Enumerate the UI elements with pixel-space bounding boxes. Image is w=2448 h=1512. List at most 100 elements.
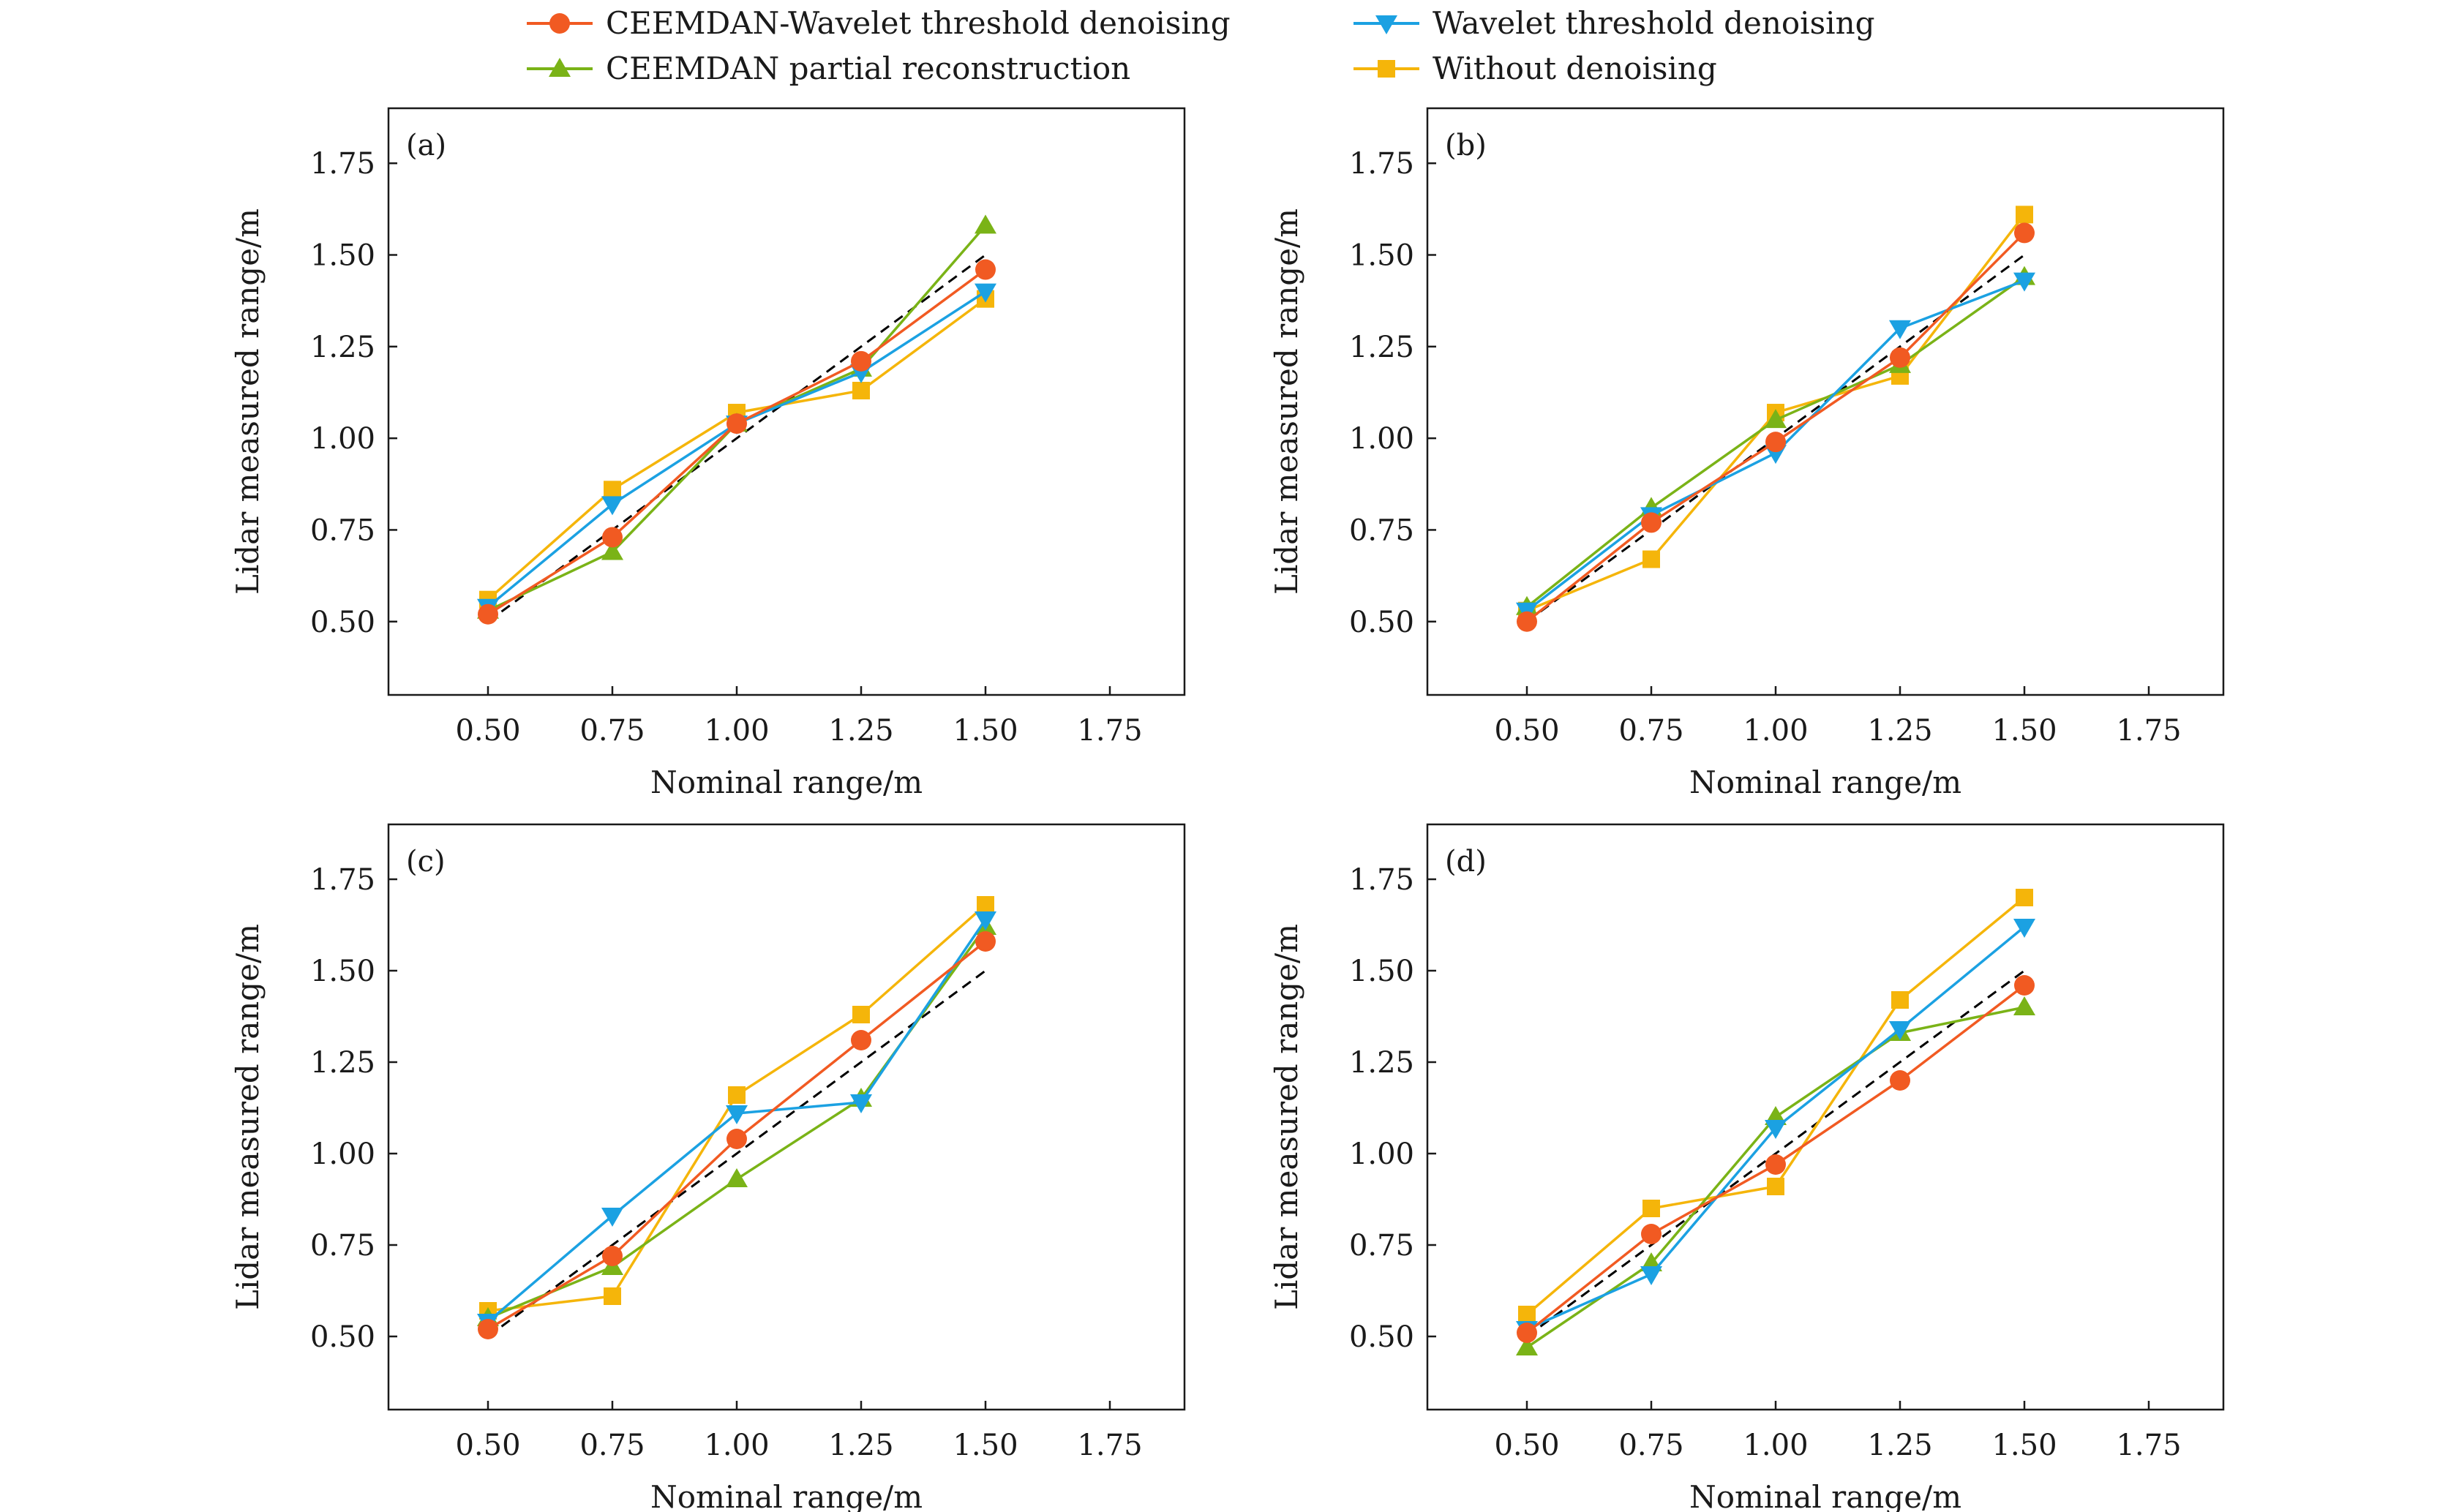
plot-frame <box>1426 107 2225 696</box>
x-tick-label: 0.50 <box>455 714 520 748</box>
data-point <box>1765 432 1786 453</box>
legend-marker-square <box>1378 60 1395 78</box>
series-ceemdan-partial-reconstruction <box>1516 996 2035 1355</box>
y-tick-label: 0.75 <box>1349 1229 1414 1263</box>
y-axis-label: Lidar measured range/m <box>230 924 266 1310</box>
legend-marker-triangle-up <box>549 58 571 77</box>
data-point <box>975 931 996 952</box>
y-tick-label: 0.50 <box>1349 606 1414 639</box>
y-tick-label: 1.75 <box>310 863 375 897</box>
x-tick-label: 1.00 <box>1743 714 1808 748</box>
legend-item-ceemdan-wavelet-threshold-denoising: CEEMDAN-Wavelet threshold denoising <box>527 5 1231 41</box>
data-point <box>1765 1120 1787 1139</box>
x-axis: 0.50 0.75 1.00 1.25 1.50 1.75 <box>455 686 1143 748</box>
plot-frame <box>387 823 1186 1411</box>
y-tick-label: 0.75 <box>310 1229 375 1263</box>
y-axis-label: Lidar measured range/m <box>1269 924 1304 1310</box>
data-point <box>1641 1224 1662 1244</box>
y-tick-label: 1.00 <box>1349 422 1414 456</box>
y-tick-label: 0.75 <box>1349 514 1414 547</box>
legend-label: Without denoising <box>1433 50 1717 86</box>
data-point <box>2016 889 2033 906</box>
data-point <box>1518 1306 1536 1323</box>
y-tick-label: 1.25 <box>1349 331 1414 364</box>
series-without-denoising <box>479 290 994 609</box>
data-point <box>1889 1021 1911 1040</box>
legend-item-ceemdan-partial-reconstruction: CEEMDAN partial reconstruction <box>527 50 1130 86</box>
y-tick-label: 0.50 <box>310 1320 375 1354</box>
data-point <box>2014 975 2035 996</box>
data-point <box>2013 919 2035 938</box>
data-point <box>2013 272 2035 292</box>
panel-label: (b) <box>1445 129 1487 162</box>
legend-item-wavelet-threshold-denoising: Wavelet threshold denoising <box>1353 5 1875 41</box>
series-ceemdan-wavelet-threshold-denoising <box>1517 222 2035 632</box>
x-tick-label: 1.25 <box>1867 1429 1932 1462</box>
data-point <box>602 1246 623 1266</box>
y-tick-label: 1.00 <box>310 422 375 456</box>
x-axis: 0.50 0.75 1.00 1.25 1.50 1.75 <box>455 1401 1143 1462</box>
x-tick-label: 1.75 <box>2116 714 2181 748</box>
data-point <box>726 413 747 435</box>
x-tick-label: 1.25 <box>828 1429 893 1462</box>
x-axis-label: Nominal range/m <box>1689 764 1961 800</box>
x-tick-label: 1.75 <box>1077 714 1142 748</box>
data-point <box>1890 347 1910 368</box>
x-tick-label: 1.75 <box>1077 1429 1142 1462</box>
y-tick-label: 0.50 <box>1349 1320 1414 1354</box>
y-tick-label: 1.25 <box>310 331 375 364</box>
panel-d: 0.50 0.75 1.00 1.25 1.50 1.75 0.50 0.75 1.00 1.25… <box>1269 823 2225 1512</box>
data-point <box>975 259 996 280</box>
data-point <box>977 896 994 914</box>
data-point <box>851 1030 871 1050</box>
data-point <box>601 541 623 560</box>
data-point <box>726 1168 748 1187</box>
data-point <box>975 214 996 234</box>
reference-line <box>487 969 986 1338</box>
data-point <box>850 1094 872 1113</box>
data-point <box>1890 1070 1910 1091</box>
x-tick-label: 0.75 <box>1618 1429 1683 1462</box>
data-point <box>726 1129 747 1149</box>
data-point <box>1641 512 1662 533</box>
x-tick-label: 1.25 <box>828 714 893 748</box>
y-tick-label: 1.25 <box>310 1046 375 1080</box>
y-axis-label: Lidar measured range/m <box>230 208 266 595</box>
y-axis: 0.50 0.75 1.00 1.25 1.50 1.75 <box>310 863 397 1354</box>
x-tick-label: 1.00 <box>1743 1429 1808 1462</box>
data-point <box>1765 409 1787 429</box>
panel-label: (a) <box>406 129 446 162</box>
y-tick-label: 1.50 <box>310 239 375 273</box>
y-axis-label: Lidar measured range/m <box>1269 208 1304 595</box>
series-ceemdan-wavelet-threshold-denoising <box>478 259 996 625</box>
series-ceemdan-wavelet-threshold-denoising <box>1517 975 2035 1343</box>
data-point <box>604 1287 621 1305</box>
legend-marker-circle <box>549 13 570 34</box>
x-tick-label: 0.75 <box>579 714 645 748</box>
y-tick-label: 1.50 <box>310 955 375 988</box>
data-point <box>601 1208 623 1227</box>
series-ceemdan-wavelet-threshold-denoising <box>478 931 996 1339</box>
x-tick-label: 1.00 <box>704 1429 769 1462</box>
y-tick-label: 1.75 <box>1349 863 1414 897</box>
y-tick-label: 0.75 <box>310 514 375 547</box>
reference-line <box>1526 969 2025 1338</box>
data-point <box>1765 1154 1786 1175</box>
y-tick-label: 1.75 <box>1349 147 1414 181</box>
data-point <box>478 1319 498 1339</box>
data-point <box>1891 991 1909 1009</box>
y-tick-label: 1.50 <box>1349 955 1414 988</box>
series-wavelet-threshold-denoising <box>477 283 996 618</box>
data-point <box>975 283 996 303</box>
x-axis: 0.50 0.75 1.00 1.25 1.50 1.75 <box>1494 1401 2182 1462</box>
data-point <box>2016 206 2033 224</box>
y-tick-label: 1.50 <box>1349 239 1414 273</box>
x-tick-label: 1.50 <box>953 1429 1018 1462</box>
data-point <box>851 350 871 372</box>
legend-marker-triangle-down <box>1375 15 1397 34</box>
data-point <box>602 527 623 548</box>
data-point <box>1517 1323 1537 1343</box>
x-tick-label: 1.50 <box>1991 714 2057 748</box>
x-tick-label: 0.50 <box>455 1429 520 1462</box>
